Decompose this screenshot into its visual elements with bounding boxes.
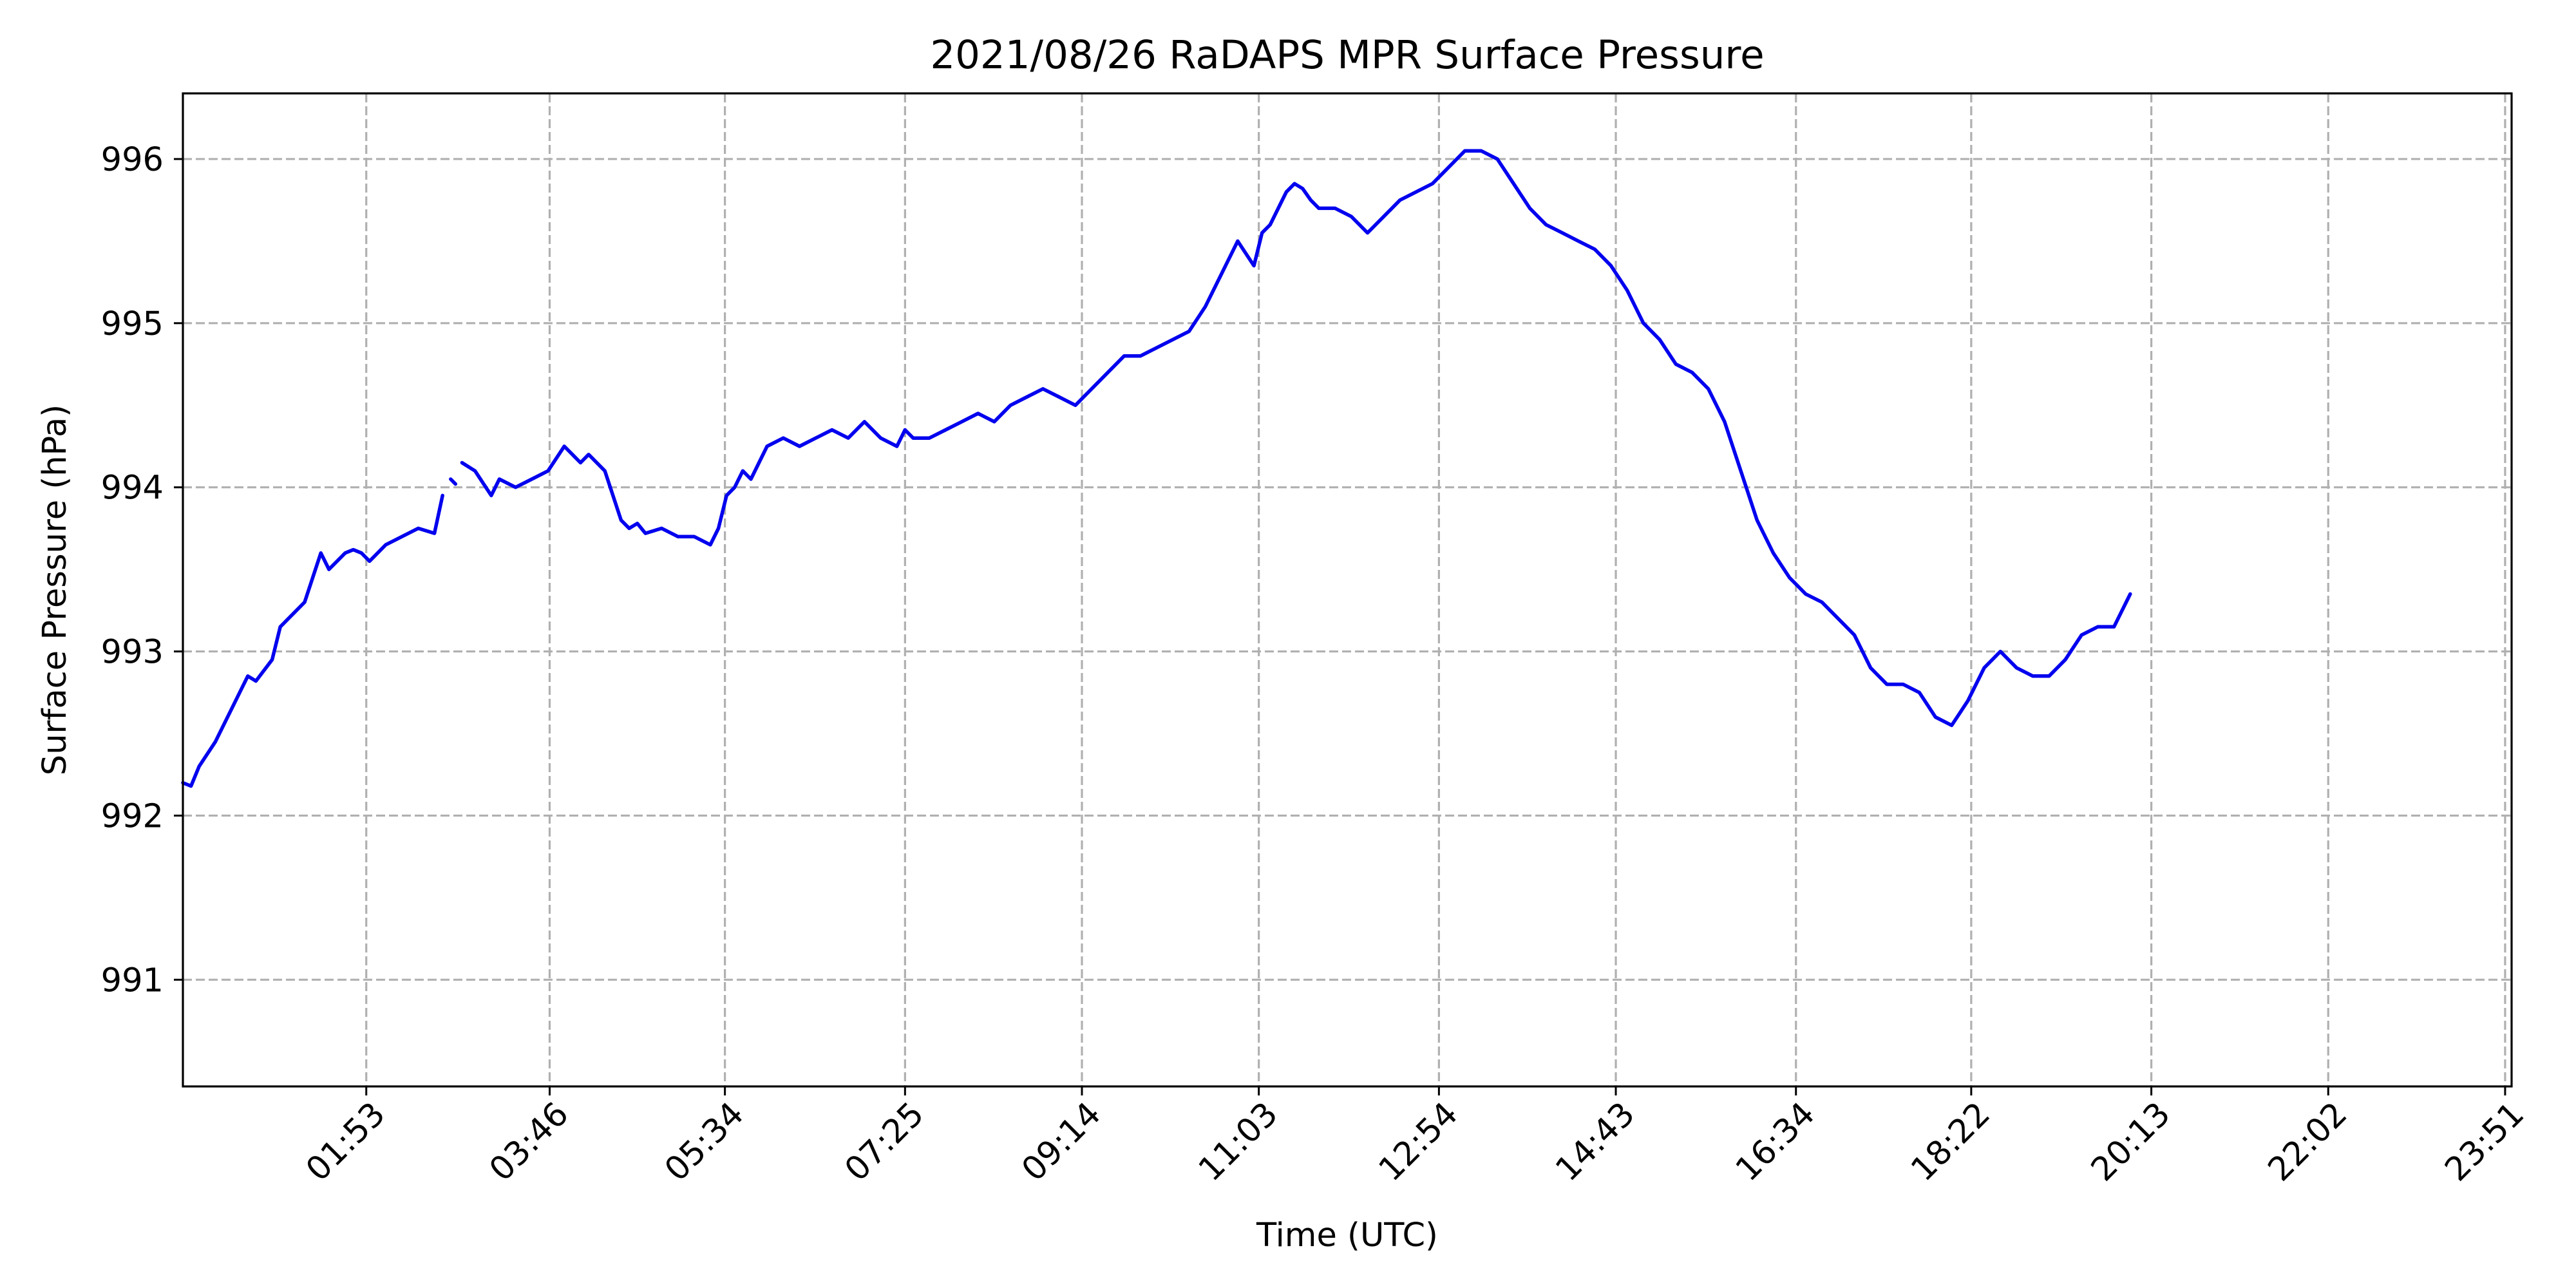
y-tick-label: 996 bbox=[101, 141, 164, 179]
chart-title: 2021/08/26 RaDAPS MPR Surface Pressure bbox=[930, 32, 1764, 78]
x-tick-label: 14:43 bbox=[1549, 1095, 1643, 1189]
x-tick-label: 20:13 bbox=[2084, 1095, 2178, 1189]
x-tick-label: 16:34 bbox=[1728, 1095, 1823, 1189]
x-tick-label: 12:54 bbox=[1372, 1095, 1466, 1189]
x-tick-label: 18:22 bbox=[1904, 1095, 1998, 1189]
y-tick-label: 993 bbox=[101, 634, 164, 672]
x-tick-label: 22:02 bbox=[2261, 1095, 2355, 1189]
plot-frame bbox=[182, 92, 2513, 1088]
series-line-segment bbox=[181, 493, 444, 788]
plot-area bbox=[181, 149, 2132, 788]
x-tick-label: 07:25 bbox=[838, 1095, 932, 1189]
x-tick-label: 05:34 bbox=[658, 1095, 752, 1189]
series-line-segment bbox=[449, 477, 458, 486]
series-line-segment bbox=[460, 149, 2132, 728]
x-tick-label: 23:51 bbox=[2438, 1095, 2532, 1189]
axis-ticks: 991 992 993 994 995 996 01:53 03:46 05:34 07:25 09… bbox=[101, 141, 2532, 1189]
y-tick-label: 995 bbox=[101, 305, 164, 343]
x-tick-label: 03:46 bbox=[482, 1095, 576, 1189]
y-axis-label: Surface Pressure (hPa) bbox=[36, 404, 74, 775]
x-tick-label: 09:14 bbox=[1015, 1095, 1109, 1189]
x-tick-label: 11:03 bbox=[1191, 1095, 1285, 1189]
x-axis-label: Time (UTC) bbox=[1256, 1217, 1438, 1255]
gridlines bbox=[183, 93, 2512, 1086]
y-tick-label: 991 bbox=[101, 961, 164, 999]
y-tick-label: 992 bbox=[101, 797, 164, 835]
x-tick-label: 01:53 bbox=[299, 1095, 393, 1189]
y-tick-label: 994 bbox=[101, 469, 164, 507]
